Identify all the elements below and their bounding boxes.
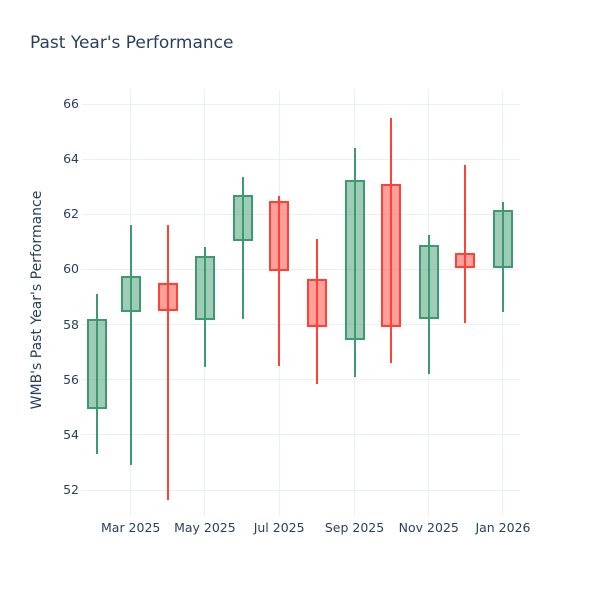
candle-apr-2025[interactable] — [158, 283, 179, 311]
y-tick-label: 60 — [63, 261, 79, 277]
y-gridline — [81, 489, 520, 491]
y-gridline — [81, 324, 520, 326]
candle-may-2025[interactable] — [194, 255, 215, 321]
y-tick-label: 62 — [63, 206, 79, 222]
x-tick-label: Nov 2025 — [398, 520, 459, 535]
candle-feb-2025[interactable] — [86, 319, 107, 409]
y-tick-label: 54 — [63, 426, 79, 442]
candle-wick — [278, 196, 281, 366]
candle-dec-2025[interactable] — [455, 252, 476, 269]
candle-wick — [464, 164, 467, 324]
candle-aug-2025[interactable] — [306, 279, 327, 328]
candle-wick — [167, 225, 170, 500]
y-gridline — [81, 158, 520, 160]
candle-wick — [241, 177, 244, 320]
y-gridline — [81, 213, 520, 215]
x-tick-label: Sep 2025 — [324, 520, 385, 535]
candle-jul-2025[interactable] — [269, 200, 290, 271]
chart-title: Past Year's Performance — [30, 33, 234, 53]
y-gridline — [81, 103, 520, 105]
candle-oct-2025[interactable] — [381, 184, 402, 328]
candle-wick — [129, 225, 132, 466]
y-tick-label: 58 — [63, 316, 79, 332]
y-tick-label: 64 — [63, 151, 79, 167]
candle-mar-2025[interactable] — [120, 276, 141, 313]
y-gridline — [81, 268, 520, 270]
y-tick-label: 52 — [63, 482, 79, 498]
y-tick-label: 56 — [63, 371, 79, 387]
y-tick-label: 66 — [63, 96, 79, 112]
x-tick-label: Jul 2025 — [253, 520, 305, 535]
x-tick-label: May 2025 — [174, 520, 236, 535]
y-gridline — [81, 379, 520, 381]
x-tick-label: Jan 2026 — [475, 520, 531, 535]
y-gridline — [81, 434, 520, 436]
candle-nov-2025[interactable] — [418, 244, 439, 320]
candle-jan-2026[interactable] — [492, 210, 513, 269]
x-tick-label: Mar 2025 — [101, 520, 161, 535]
candle-sep-2025[interactable] — [344, 179, 365, 340]
candle-jun-2025[interactable] — [232, 195, 253, 241]
